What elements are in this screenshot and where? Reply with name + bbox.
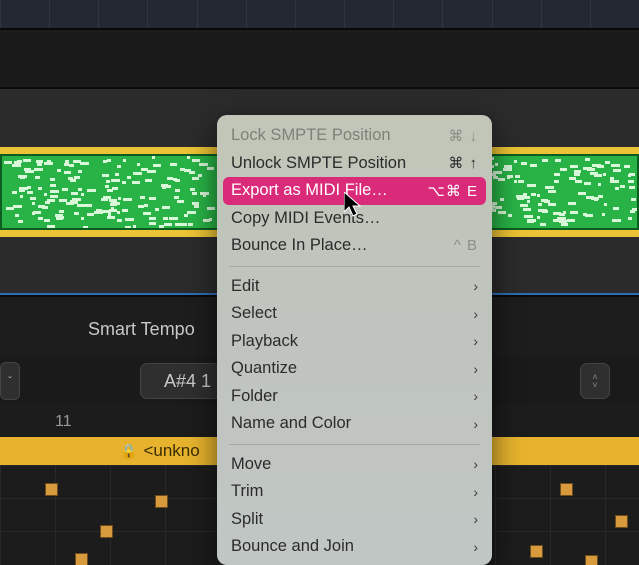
menu-item[interactable]: Playback › <box>217 328 492 356</box>
menu-item-label: Folder <box>231 387 278 406</box>
menu-item[interactable]: Folder › <box>217 383 492 411</box>
chevron-down-icon: ˇ <box>8 374 12 388</box>
menu-item-label: Copy MIDI Events… <box>231 209 380 228</box>
menu-item[interactable]: Select › <box>217 300 492 328</box>
track-area-empty <box>0 32 639 87</box>
pitch-field[interactable]: A#4 1 <box>140 363 220 399</box>
menu-item-label: Quantize <box>231 359 297 378</box>
menu-shortcut: ⌘ ↑ <box>448 154 478 172</box>
menu-item-label: Bounce In Place… <box>231 236 368 255</box>
menu-item[interactable]: Bounce and Join › <box>217 533 492 561</box>
value-stepper[interactable]: ˄ ˅ <box>580 363 610 399</box>
note-cell[interactable] <box>45 483 58 496</box>
menu-item-label: Bounce and Join <box>231 537 354 556</box>
menu-item-label: Move <box>231 455 271 474</box>
chevron-right-icon: › <box>473 416 478 432</box>
menu-item-label: Edit <box>231 277 259 296</box>
menu-item[interactable]: Name and Color › <box>217 410 492 438</box>
chevron-right-icon: › <box>473 333 478 349</box>
menu-item-label: Name and Color <box>231 414 351 433</box>
menu-separator <box>229 444 480 445</box>
menu-item-label: Select <box>231 304 277 323</box>
note-cell[interactable] <box>560 483 573 496</box>
lock-icon: 🔒 <box>120 443 137 460</box>
menu-item-label: Trim <box>231 482 263 501</box>
chevron-right-icon: › <box>473 511 478 527</box>
chevron-right-icon: › <box>473 484 478 500</box>
menu-item-label: Playback <box>231 332 298 351</box>
note-cell[interactable] <box>530 545 543 558</box>
menu-item[interactable]: Copy MIDI Events… <box>217 205 492 233</box>
menu-shortcut: ⌘ ↓ <box>448 127 478 145</box>
menu-item[interactable]: Split › <box>217 506 492 534</box>
menu-separator <box>229 266 480 267</box>
menu-item[interactable]: Quantize › <box>217 355 492 383</box>
menu-item[interactable]: Trim › <box>217 478 492 506</box>
note-cell[interactable] <box>75 553 88 565</box>
top-ruler <box>0 0 639 30</box>
pitch-value: A#4 1 <box>164 371 211 392</box>
menu-item-label: Lock SMPTE Position <box>231 126 391 145</box>
context-menu: Lock SMPTE Position ⌘ ↓ Unlock SMPTE Posit… <box>217 115 492 565</box>
chevron-right-icon: › <box>473 539 478 555</box>
chevron-right-icon: › <box>473 388 478 404</box>
menu-item-label: Split <box>231 510 263 529</box>
menu-item-label: Export as MIDI File… <box>231 181 388 200</box>
dropdown-chevron-button[interactable]: ˇ <box>0 362 20 400</box>
chevron-right-icon: › <box>473 278 478 294</box>
menu-item[interactable]: Export as MIDI File… ⌥⌘ E <box>223 177 486 205</box>
note-cell[interactable] <box>615 515 628 528</box>
app-root: Smart Tempo ˇ A#4 1 ˄ ˅ 11 🔒 <unkno Lock… <box>0 0 639 565</box>
menu-shortcut: ⌥⌘ E <box>428 182 478 200</box>
chevron-down-icon: ˅ <box>592 381 597 389</box>
menu-item[interactable]: Unlock SMPTE Position ⌘ ↑ <box>217 150 492 178</box>
tempo-label: Smart Tempo <box>88 319 195 340</box>
menu-item-label: Unlock SMPTE Position <box>231 154 406 173</box>
menu-item: Lock SMPTE Position ⌘ ↓ <box>217 122 492 150</box>
chevron-right-icon: › <box>473 361 478 377</box>
note-cell[interactable] <box>155 495 168 508</box>
bar-number: 11 <box>55 413 72 431</box>
menu-item[interactable]: Edit › <box>217 273 492 301</box>
note-cell[interactable] <box>100 525 113 538</box>
chevron-right-icon: › <box>473 306 478 322</box>
menu-item[interactable]: Bounce In Place… ^ B <box>217 232 492 260</box>
marker-name: <unkno <box>143 441 199 461</box>
chevron-right-icon: › <box>473 456 478 472</box>
menu-shortcut: ^ B <box>454 237 478 254</box>
menu-item[interactable]: Move › <box>217 451 492 479</box>
note-cell[interactable] <box>585 555 598 565</box>
